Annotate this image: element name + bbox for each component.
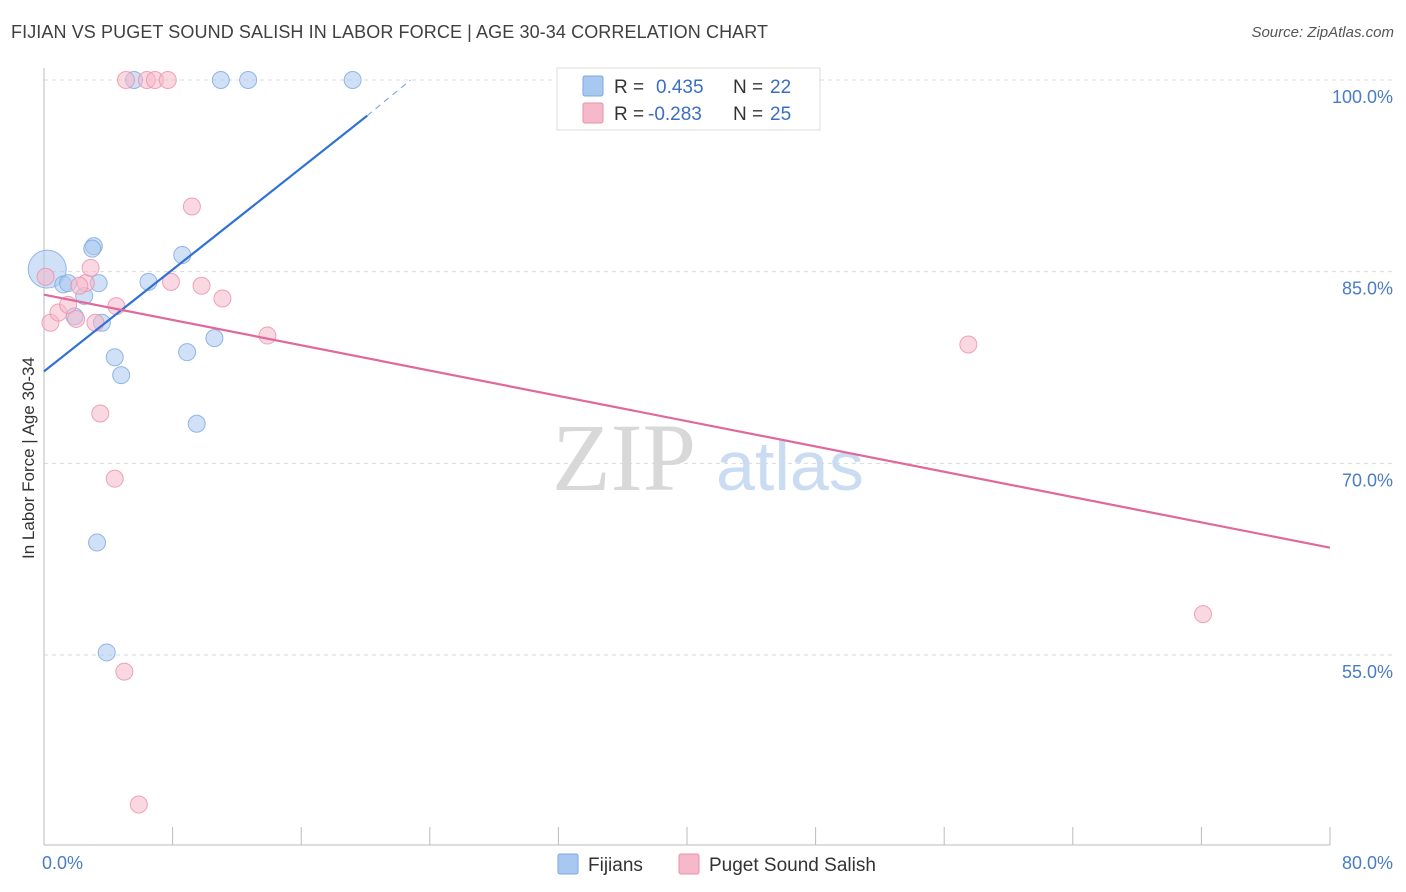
point-salish-11: [129, 795, 148, 814]
y-tick-labels: 55.0% 70.0% 85.0% 100.0%: [1332, 87, 1393, 682]
point-fijians-20: [97, 643, 116, 662]
legend-n-label-fijians: N =: [733, 77, 763, 98]
point-salish-23: [36, 267, 55, 286]
legend-swatch-fijians: [582, 75, 604, 97]
data-points: [27, 71, 1213, 814]
point-fijians-16: [211, 71, 230, 89]
legend-swatch-salish: [582, 102, 604, 124]
point-salish-16: [161, 272, 180, 291]
point-salish-18: [192, 276, 211, 295]
point-fijians-17: [239, 71, 258, 89]
axes: [43, 68, 1331, 846]
top-legend: R = 0.435 N = 22 R = -0.283 N = 25: [556, 67, 821, 131]
point-fijians-21: [83, 239, 102, 258]
x-tick-label-1: 80.0%: [1342, 853, 1393, 873]
source-label: Source: ZipAtlas.com: [1251, 24, 1394, 41]
legend-n-value-salish: 25: [770, 104, 791, 125]
legend-r-value-salish: -0.283: [648, 104, 702, 125]
point-salish-8: [91, 404, 110, 423]
grid-lines: [44, 79, 1394, 656]
watermark-atlas: atlas: [716, 427, 864, 505]
trend-line-fijians: [43, 114, 368, 373]
trend-line-fijians-extension: [366, 79, 411, 117]
point-salish-22: [1194, 605, 1213, 624]
trend-line-salish: [43, 293, 1331, 549]
x-tick-labels: 0.0% 80.0%: [42, 853, 1393, 873]
y-tick-label-0: 55.0%: [1342, 662, 1393, 682]
point-fijians-19: [88, 533, 107, 552]
watermark-zip: ZIP: [552, 404, 696, 511]
point-salish-7: [107, 297, 126, 316]
point-fijians-18: [343, 71, 362, 89]
point-fijians-13: [178, 343, 197, 362]
point-salish-17: [182, 197, 201, 216]
legend-r-value-fijians: 0.435: [656, 77, 704, 98]
y-tick-label-3: 100.0%: [1332, 87, 1393, 107]
bottom-legend-swatch-salish: [678, 853, 700, 875]
point-salish-3: [67, 309, 86, 328]
legend-r-label-fijians: R =: [614, 77, 644, 98]
point-salish-21: [959, 335, 978, 354]
point-salish-5: [81, 258, 100, 277]
watermark: ZIP atlas: [552, 404, 864, 511]
bottom-legend-label-fijians: Fijians: [588, 855, 643, 876]
bottom-legend: Fijians Puget Sound Salish: [557, 853, 876, 876]
y-tick-label-2: 85.0%: [1342, 279, 1393, 299]
chart-title: FIJIAN VS PUGET SOUND SALISH IN LABOR FO…: [11, 22, 769, 42]
point-salish-6: [86, 313, 105, 332]
y-axis-title: In Labor Force | Age 30-34: [19, 357, 38, 559]
point-salish-24: [70, 276, 89, 295]
bottom-legend-swatch-fijians: [557, 853, 579, 875]
bottom-legend-label-salish: Puget Sound Salish: [709, 855, 876, 876]
point-salish-10: [115, 662, 134, 681]
point-fijians-9: [112, 366, 131, 385]
legend-n-value-fijians: 22: [770, 77, 791, 98]
point-salish-19: [213, 289, 232, 308]
point-fijians-15: [205, 329, 224, 348]
legend-n-label-salish: N =: [733, 104, 763, 125]
point-fijians-14: [187, 414, 206, 433]
point-salish-15: [158, 71, 177, 89]
point-salish-9: [105, 469, 124, 488]
x-tick-label-0: 0.0%: [42, 853, 83, 873]
point-fijians-8: [105, 348, 124, 367]
legend-r-label-salish: R =: [614, 104, 644, 125]
point-salish-20: [258, 326, 277, 345]
point-salish-12: [116, 71, 135, 89]
trend-lines: [43, 79, 1331, 549]
y-tick-label-1: 70.0%: [1342, 470, 1393, 490]
